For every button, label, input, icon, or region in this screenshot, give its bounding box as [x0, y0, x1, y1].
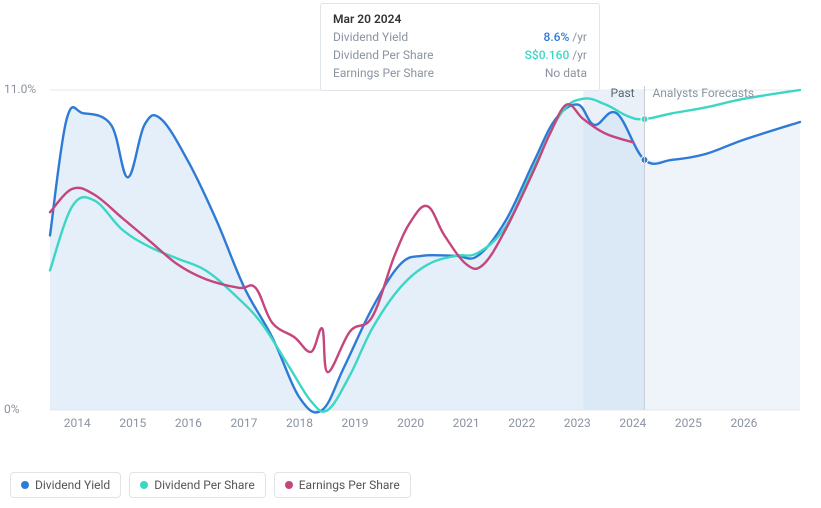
chart-container: Mar 20 2024 Dividend Yield 8.6% /yr Divi…	[0, 0, 821, 508]
tooltip-row: Earnings Per Share No data	[333, 64, 587, 82]
legend-dot	[140, 481, 148, 489]
legend-item-earnings-per-share[interactable]: Earnings Per Share	[274, 472, 411, 498]
x-axis-label: 2024	[619, 416, 646, 430]
x-axis-label: 2026	[730, 416, 757, 430]
chart-tooltip: Mar 20 2024 Dividend Yield 8.6% /yr Divi…	[320, 3, 600, 91]
tooltip-label: Dividend Yield	[333, 28, 408, 46]
tooltip-value: S$0.160 /yr	[525, 46, 587, 64]
legend-label: Dividend Yield	[35, 478, 110, 492]
x-axis-label: 2014	[64, 416, 91, 430]
x-axis-label: 2025	[675, 416, 702, 430]
legend-dot	[21, 481, 29, 489]
tooltip-date: Mar 20 2024	[333, 12, 587, 26]
legend-dot	[285, 481, 293, 489]
tooltip-label: Dividend Per Share	[333, 46, 434, 64]
y-axis-label: 11.0%	[4, 82, 36, 96]
legend-label: Earnings Per Share	[299, 478, 400, 492]
x-axis-label: 2022	[508, 416, 535, 430]
x-axis-label: 2015	[119, 416, 146, 430]
x-axis-label: 2016	[175, 416, 202, 430]
chart-legend: Dividend Yield Dividend Per Share Earnin…	[10, 472, 411, 498]
segment-label-past: Past	[610, 86, 634, 100]
x-axis-label: 2019	[342, 416, 369, 430]
legend-item-dividend-yield[interactable]: Dividend Yield	[10, 472, 121, 498]
chart-area[interactable]: 0% 11.0% 2014 2015 2016 2017 2018 2019 2020 2021 2…	[0, 80, 821, 450]
x-axis-label: 2020	[397, 416, 424, 430]
x-axis-label: 2021	[453, 416, 480, 430]
tooltip-label: Earnings Per Share	[333, 64, 434, 82]
tooltip-row: Dividend Yield 8.6% /yr	[333, 28, 587, 46]
tooltip-value: 8.6% /yr	[544, 28, 588, 46]
legend-item-dividend-per-share[interactable]: Dividend Per Share	[129, 472, 266, 498]
tooltip-value: No data	[545, 64, 587, 82]
tooltip-row: Dividend Per Share S$0.160 /yr	[333, 46, 587, 64]
x-axis-label: 2023	[564, 416, 591, 430]
segment-label-forecast: Analysts Forecasts	[652, 86, 754, 100]
x-axis-label: 2018	[286, 416, 313, 430]
x-axis-label: 2017	[230, 416, 257, 430]
y-axis-label: 0%	[4, 402, 20, 416]
chart-svg	[0, 80, 821, 450]
legend-label: Dividend Per Share	[154, 478, 255, 492]
